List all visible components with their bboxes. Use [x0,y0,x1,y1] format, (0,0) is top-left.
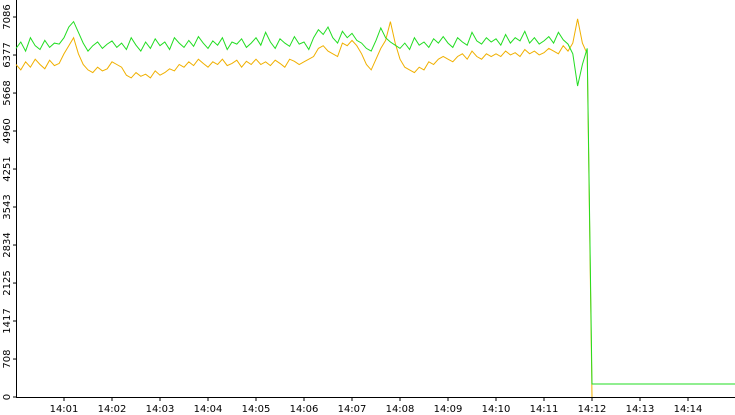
y-tick-label: 4251 [2,156,13,181]
y-tick-label: 0 [2,394,13,400]
y-tick-label: 1417 [2,308,13,333]
series-line [15,18,593,398]
x-tick-label: 14:07 [338,404,367,415]
y-tick-label: 6377 [2,42,13,67]
x-tick-label: 14:06 [290,404,319,415]
y-tick-label: 2834 [2,232,13,257]
x-tick-label: 14:10 [482,404,511,415]
y-tick-label: 4960 [2,118,13,143]
x-tick-label: 14:11 [530,404,559,415]
x-tick-label: 14:03 [146,404,175,415]
y-tick-label: 7086 [2,4,13,29]
y-tick-label: 5668 [2,80,13,105]
x-tick-label: 14:04 [194,404,223,415]
x-tick-label: 14:14 [674,404,703,415]
x-tick-label: 14:01 [50,404,79,415]
y-tick-label: 3543 [2,194,13,219]
x-tick-label: 14:09 [434,404,463,415]
y-tick-label: 708 [2,349,13,368]
x-tick-label: 14:13 [626,404,655,415]
x-tick-label: 14:05 [242,404,271,415]
x-tick-label: 14:12 [578,404,607,415]
x-tick-label: 14:08 [386,404,415,415]
series-line [15,20,735,385]
y-tick-label: 2125 [2,270,13,295]
x-tick-label: 14:02 [98,404,127,415]
